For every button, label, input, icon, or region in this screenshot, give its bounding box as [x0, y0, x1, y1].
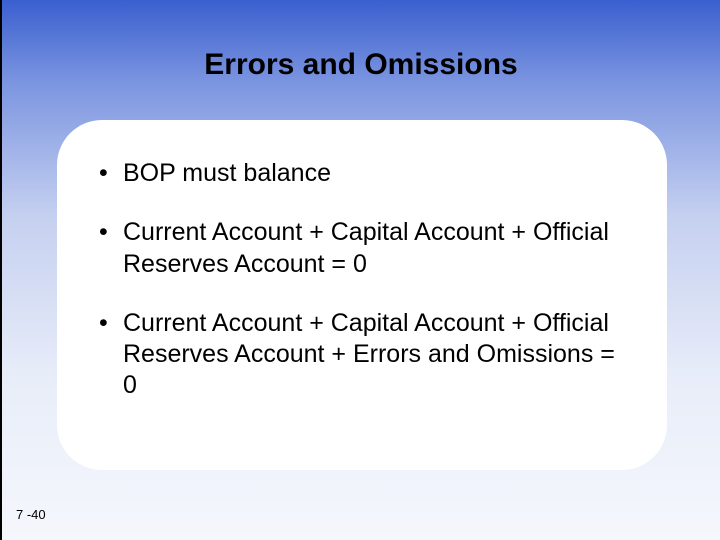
- slide-title: Errors and Omissions: [2, 0, 720, 82]
- bullet-item: Current Account + Capital Account + Offi…: [97, 217, 627, 280]
- bullet-list: BOP must balance Current Account + Capit…: [97, 158, 627, 402]
- page-number: 7 -40: [16, 507, 46, 522]
- bullet-item: BOP must balance: [97, 158, 627, 189]
- bullet-item: Current Account + Capital Account + Offi…: [97, 308, 627, 402]
- content-box: BOP must balance Current Account + Capit…: [57, 120, 667, 470]
- slide: Errors and Omissions BOP must balance Cu…: [0, 0, 720, 540]
